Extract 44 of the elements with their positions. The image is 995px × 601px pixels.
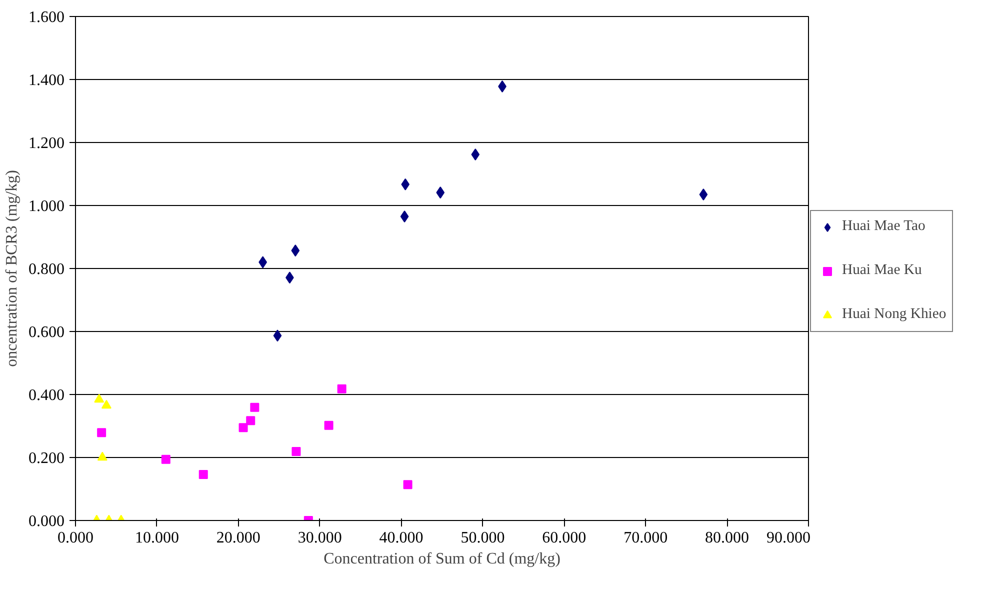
point — [324, 420, 334, 430]
x-tick-label: 40.000 — [379, 530, 424, 546]
y-tick-label: 1.600 — [28, 9, 64, 26]
point — [97, 428, 106, 438]
x-tick-label: 50.000 — [460, 530, 505, 546]
point — [97, 452, 108, 461]
point — [101, 400, 112, 409]
x-tick-label: 10.000 — [134, 530, 179, 546]
x-tick-label: 80.000 — [705, 530, 750, 546]
y-tick-label: 0.000 — [28, 513, 64, 530]
point — [94, 394, 104, 403]
point — [292, 447, 301, 456]
point — [246, 416, 256, 426]
legend-label: Huai Mae Tao — [842, 218, 926, 235]
y-tick-label: 1.200 — [28, 135, 64, 152]
point — [436, 186, 445, 199]
point — [198, 470, 208, 480]
x-tick-label: 0.000 — [58, 530, 94, 546]
y-tick-label: 0.800 — [28, 261, 64, 278]
legend-label: Huai Nong Khieo — [842, 306, 946, 323]
y-tick-label: 1.400 — [28, 72, 64, 89]
x-tick-label: 30.000 — [298, 530, 342, 546]
point — [291, 244, 300, 257]
point — [337, 384, 346, 394]
point — [471, 148, 480, 160]
point — [400, 210, 409, 223]
x-tick-label: 90.000 — [766, 530, 810, 546]
point — [238, 423, 248, 432]
x-tick-label: 70.000 — [624, 530, 668, 546]
y-tick-label: 0.600 — [28, 324, 64, 341]
y-tick-label: 1.000 — [28, 198, 64, 215]
point — [161, 454, 170, 464]
y-axis-title: oncentration of BCR3 (mg/kg) — [4, 170, 20, 367]
x-axis-title: Concentration of Sum of Cd (mg/kg) — [324, 550, 560, 568]
y-tick-label: 0.200 — [28, 450, 64, 467]
x-tick-label: 60.000 — [542, 530, 586, 546]
point — [403, 480, 412, 490]
point — [699, 188, 708, 200]
point — [273, 330, 282, 342]
point — [401, 178, 410, 190]
x-tick-label: 20.000 — [216, 530, 260, 546]
point — [250, 402, 260, 412]
legend-label: Huai Mae Ku — [842, 262, 922, 279]
y-tick-label: 0.400 — [28, 387, 64, 404]
